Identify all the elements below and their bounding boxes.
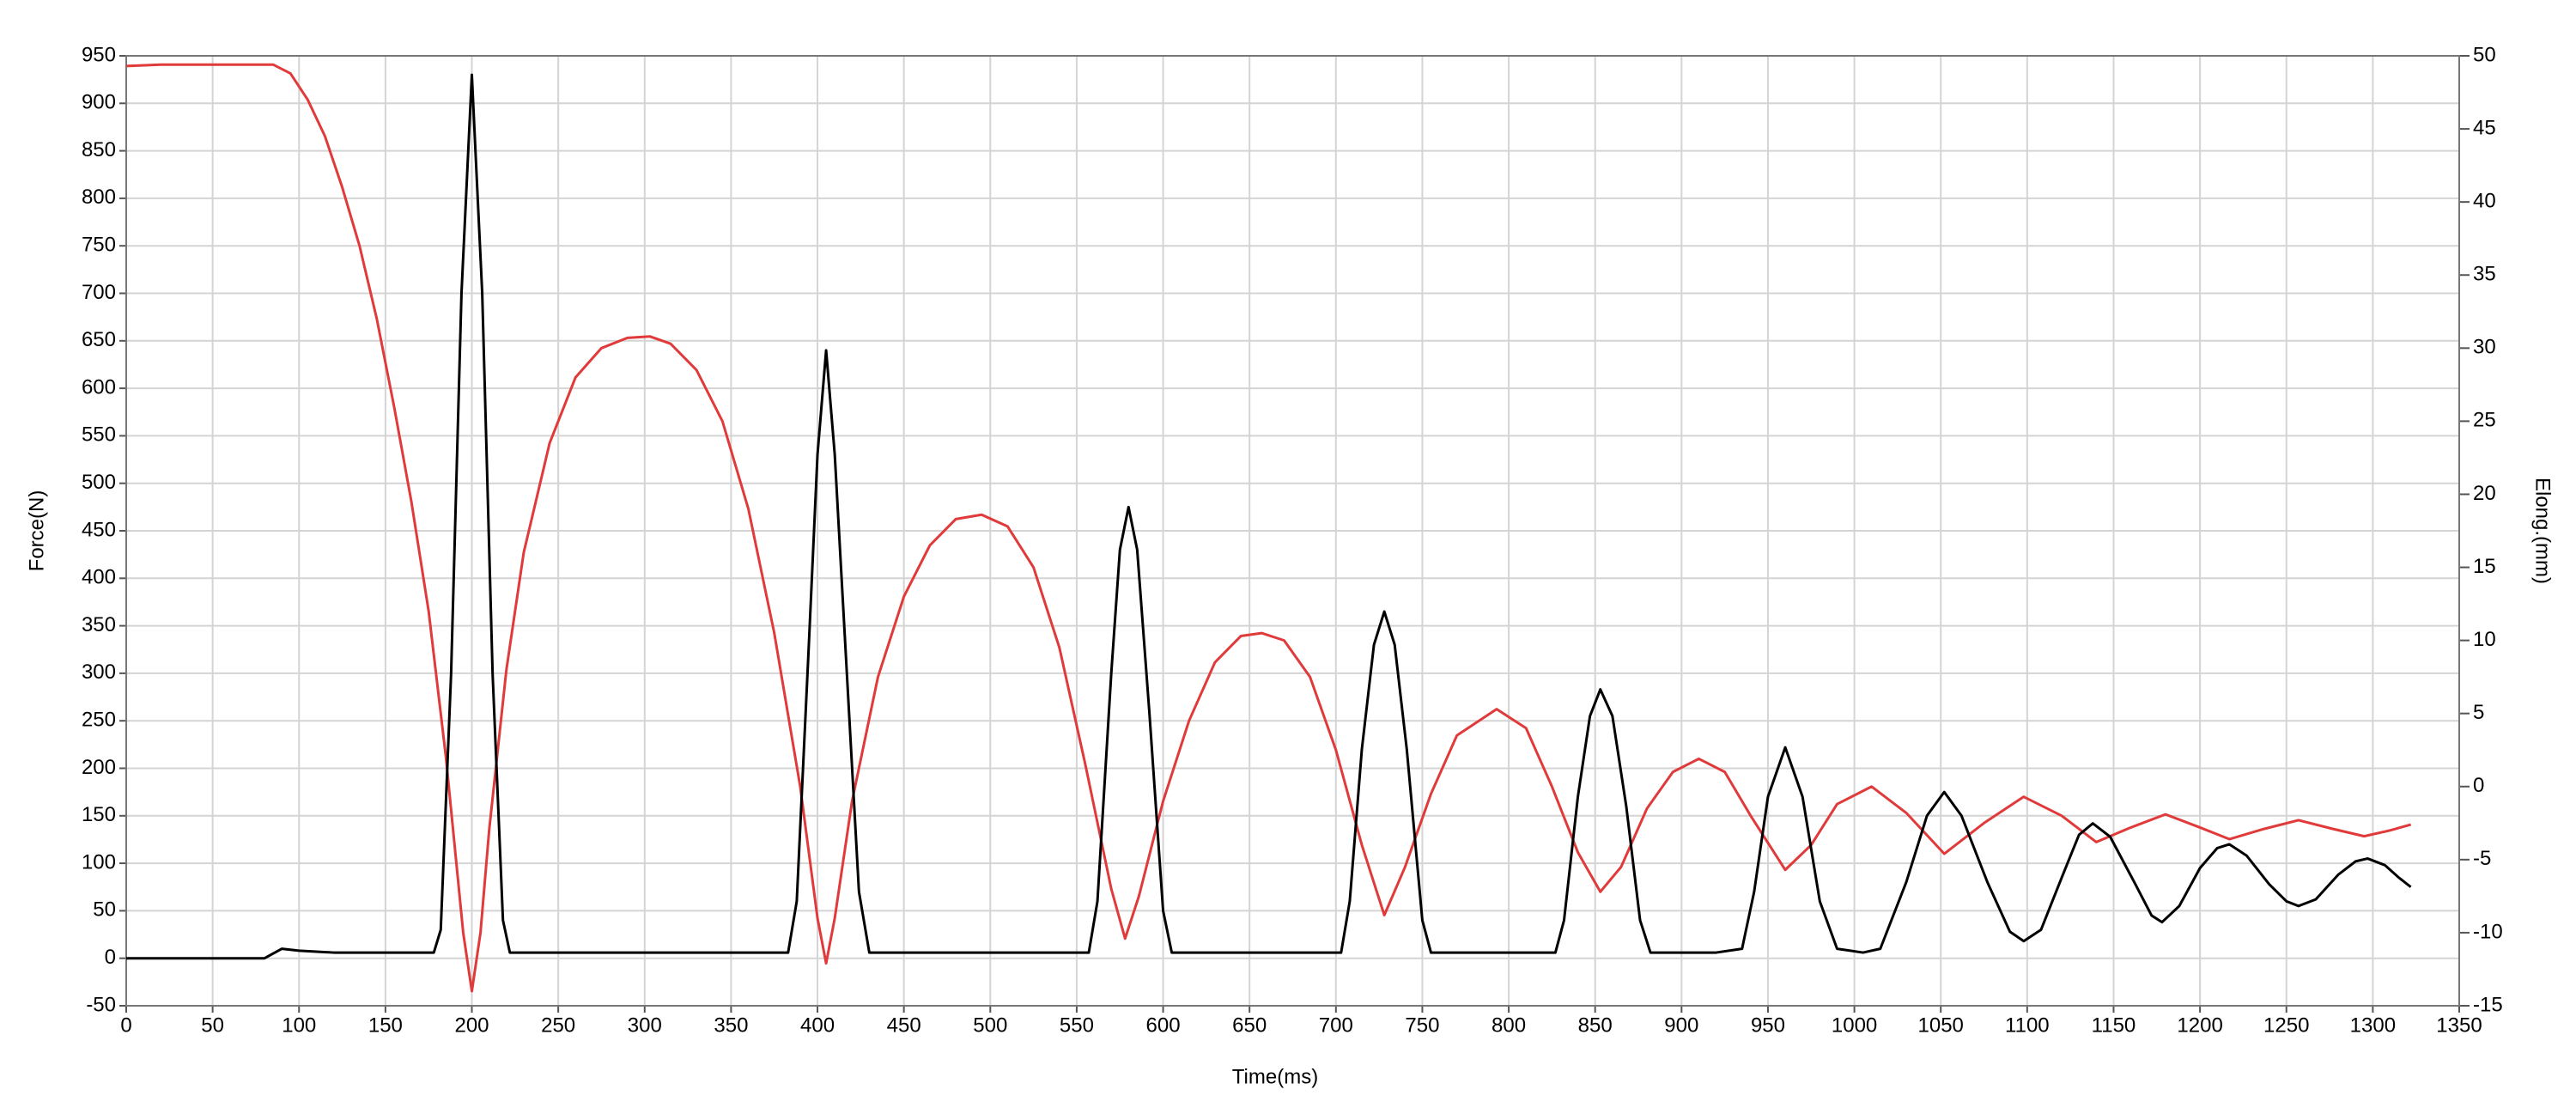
y2-tick-label: 30: [2473, 336, 2496, 359]
x-tick-label: 1300: [2350, 1013, 2396, 1037]
plot-frame: [125, 55, 2460, 1007]
y2-tick-label: 45: [2473, 116, 2496, 139]
y-tick-label: 650: [82, 328, 116, 351]
y-tick-label: 0: [105, 946, 116, 969]
x-tick-label: 100: [282, 1013, 316, 1037]
y2-tick-label: 50: [2473, 43, 2496, 66]
x-tick-label: 950: [1751, 1013, 1785, 1037]
y-tick-label: 750: [82, 234, 116, 257]
y2-tick-label: 10: [2473, 628, 2496, 651]
y-tick-label: 500: [82, 471, 116, 494]
y-tick-label: 850: [82, 138, 116, 161]
y2-tick-label: 15: [2473, 555, 2496, 578]
x-tick-label: 1150: [2092, 1013, 2136, 1037]
y-tick-label: 300: [82, 660, 116, 684]
x-tick-label: 200: [454, 1013, 489, 1037]
y-tick-label: 350: [82, 613, 116, 636]
y-tick-label: 250: [82, 709, 116, 732]
x-tick-label: 800: [1492, 1013, 1526, 1037]
y2-tick-label: 5: [2473, 701, 2484, 724]
y2-tick-label: 40: [2473, 189, 2496, 212]
y2-tick-label: -5: [2473, 847, 2491, 870]
data-line: [126, 73, 2412, 960]
x-tick-label: 1200: [2177, 1013, 2222, 1037]
y-tick-label: 150: [82, 803, 116, 826]
x-tick-label: 1250: [2263, 1013, 2309, 1037]
x-tick-label: 1100: [2005, 1013, 2050, 1037]
y-axis-label: Force(N): [25, 490, 48, 572]
x-tick-label: 250: [541, 1013, 575, 1037]
y-tick-label: 600: [82, 375, 116, 399]
x-tick-label: 50: [201, 1013, 224, 1037]
x-tick-label: 600: [1146, 1013, 1181, 1037]
y-tick-label: 800: [82, 186, 116, 209]
y-tick-label: 700: [82, 281, 116, 304]
y2-tick-label: 25: [2473, 409, 2496, 432]
x-tick-label: 750: [1405, 1013, 1439, 1037]
x-tick-label: 0: [120, 1013, 131, 1037]
y-tick-label: 400: [82, 566, 116, 589]
x-tick-label: 350: [714, 1013, 748, 1037]
x-tick-label: 1050: [1918, 1013, 1964, 1037]
x-tick-label: 900: [1664, 1013, 1698, 1037]
x-tick-label: 400: [800, 1013, 835, 1037]
y2-tick-label: 35: [2473, 263, 2496, 286]
y-tick-label: 550: [82, 423, 116, 447]
y2-axis-label: Elong.(mm): [2531, 478, 2555, 584]
data-line: [125, 63, 2412, 993]
y-tick-label: -50: [86, 993, 116, 1016]
x-tick-label: 300: [628, 1013, 662, 1037]
x-tick-label: 700: [1319, 1013, 1353, 1037]
x-tick-label: 500: [973, 1013, 1007, 1037]
x-tick-label: 1000: [1832, 1013, 1877, 1037]
x-tick-label: 550: [1060, 1013, 1094, 1037]
x-tick-label: 850: [1578, 1013, 1613, 1037]
y-tick-label: 100: [82, 850, 116, 873]
y2-tick-label: 0: [2473, 774, 2484, 797]
y-tick-label: 200: [82, 756, 116, 779]
y-tick-label: 50: [93, 898, 116, 922]
x-tick-label: 650: [1232, 1013, 1267, 1037]
y-tick-label: 900: [82, 91, 116, 114]
x-tick-label: 150: [368, 1013, 403, 1037]
x-tick-label: 1350: [2436, 1013, 2482, 1037]
y-tick-label: 450: [82, 518, 116, 541]
y2-tick-label: -15: [2473, 993, 2503, 1016]
y-tick-label: 950: [82, 43, 116, 66]
x-axis-label: Time(ms): [1232, 1065, 1318, 1088]
y2-tick-label: -10: [2473, 920, 2503, 943]
x-tick-label: 450: [887, 1013, 921, 1037]
y2-tick-label: 20: [2473, 482, 2496, 505]
